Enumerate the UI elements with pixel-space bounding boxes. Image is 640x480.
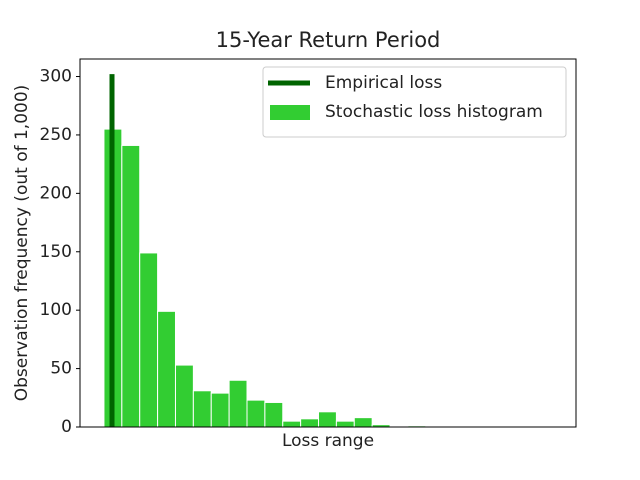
y-tick-label: 250	[40, 125, 72, 145]
bar	[335, 420, 355, 428]
chart-title: 15-Year Return Period	[216, 28, 441, 52]
y-tick-label: 50	[50, 359, 72, 379]
y-tick-label: 0	[61, 417, 72, 437]
bar	[192, 390, 212, 428]
legend-box	[262, 66, 567, 138]
y-tick-label: 200	[40, 183, 72, 203]
bar	[157, 310, 176, 428]
legend-label: Stochastic loss histogram	[325, 102, 543, 122]
bar	[264, 401, 284, 428]
bar	[139, 252, 159, 428]
y-tick-label: 100	[40, 300, 72, 320]
plot-frame	[79, 58, 577, 428]
bar	[121, 144, 141, 428]
bar	[228, 379, 248, 428]
bar	[174, 364, 194, 428]
y-tick-label: 150	[40, 242, 72, 262]
y-tick-label: 300	[40, 67, 72, 87]
bar	[318, 411, 337, 428]
legend-patch	[270, 105, 310, 120]
x-axis-label: Loss range	[282, 431, 374, 451]
bar	[282, 420, 302, 428]
bar	[246, 399, 266, 428]
bar	[353, 417, 373, 428]
bar	[210, 392, 230, 428]
y-axis-label: Observation frequency (out of 1,000)	[12, 85, 32, 402]
bar	[300, 418, 320, 428]
legend-label: Empirical loss	[325, 73, 442, 93]
